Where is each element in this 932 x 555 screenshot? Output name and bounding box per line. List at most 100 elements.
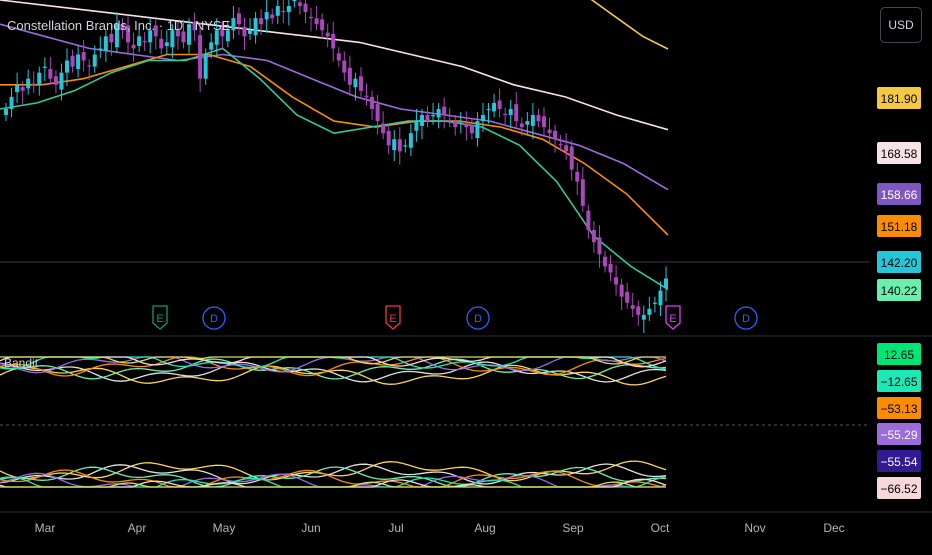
- candle-body: [76, 54, 81, 70]
- candle: [342, 51, 347, 82]
- currency-button[interactable]: USD: [880, 7, 922, 43]
- candle: [453, 115, 458, 136]
- candle: [231, 6, 236, 39]
- candle-body: [547, 129, 552, 134]
- indicator-label-bg: [877, 370, 921, 392]
- candle-body: [181, 31, 186, 43]
- indicator-value-label: −12.65: [877, 370, 921, 392]
- earnings-marker-shape: [665, 305, 681, 330]
- candle-body: [519, 123, 524, 128]
- candle-body: [647, 308, 652, 315]
- candle-body: [525, 121, 530, 125]
- candle-body: [270, 14, 275, 19]
- candle-body: [608, 263, 613, 273]
- candle: [364, 83, 369, 106]
- candle: [564, 133, 569, 160]
- candle: [153, 19, 158, 50]
- price-label-bg: [877, 87, 921, 109]
- indicator-label-text: −53.13: [880, 402, 917, 416]
- candle-body: [220, 27, 225, 37]
- candle-body: [253, 18, 258, 36]
- candle: [236, 7, 241, 36]
- candle-body: [209, 42, 214, 50]
- candle-body: [137, 36, 142, 47]
- candle: [641, 305, 646, 333]
- candle: [658, 281, 663, 317]
- candle: [492, 93, 497, 118]
- candle: [248, 18, 253, 40]
- candle-body: [159, 38, 164, 49]
- candle: [591, 220, 596, 254]
- candle: [203, 48, 208, 85]
- candle-body: [92, 54, 97, 67]
- candle: [181, 19, 186, 49]
- x-tick-label: May: [213, 521, 236, 535]
- indicator-label-text: −66.52: [880, 482, 917, 496]
- candle: [209, 33, 214, 59]
- candle-body: [364, 95, 369, 97]
- candle-body: [236, 13, 241, 25]
- candle-body: [536, 115, 541, 122]
- bandit-lower-line: [0, 463, 667, 485]
- candle: [336, 47, 341, 67]
- candle-body: [397, 139, 402, 152]
- candle-body: [281, 10, 286, 13]
- candle: [9, 87, 14, 118]
- candle-body: [103, 36, 108, 51]
- candle: [15, 72, 20, 103]
- price-label-bg: [877, 183, 921, 205]
- candle: [392, 130, 397, 162]
- candle: [558, 135, 563, 152]
- x-tick-label: Jun: [301, 521, 320, 535]
- candle-body: [248, 30, 253, 34]
- candle: [92, 45, 97, 73]
- candle: [608, 254, 613, 281]
- candle: [381, 111, 386, 140]
- candle: [297, 0, 302, 15]
- candle-body: [541, 116, 546, 128]
- candle-body: [602, 256, 607, 267]
- earnings-icon: E: [152, 305, 168, 330]
- indicator-label-text: −55.29: [880, 428, 917, 442]
- candle: [397, 127, 402, 165]
- candle-body: [486, 108, 491, 111]
- candle: [630, 293, 635, 318]
- candle-body: [392, 139, 397, 151]
- candle-body: [37, 72, 42, 85]
- candle: [636, 300, 641, 326]
- candle: [70, 49, 75, 73]
- candle-body: [591, 230, 596, 243]
- bandit-upper-line: [0, 356, 666, 365]
- candle: [81, 39, 86, 72]
- candle: [26, 69, 31, 95]
- earnings-marker-shape: [385, 305, 401, 330]
- candle-body: [264, 12, 269, 20]
- candle: [553, 124, 558, 153]
- candle: [98, 36, 103, 59]
- candle-body: [303, 3, 308, 13]
- event-marker-letter: E: [669, 313, 676, 325]
- candle-body: [625, 291, 630, 303]
- candle: [4, 102, 8, 122]
- candle: [419, 108, 424, 140]
- candle-body: [458, 121, 463, 123]
- candle-body: [131, 44, 136, 49]
- candle: [126, 16, 131, 54]
- candle-body: [425, 115, 430, 122]
- candle: [264, 0, 269, 33]
- candle: [225, 21, 230, 48]
- candle: [303, 0, 308, 24]
- candle: [408, 124, 413, 157]
- candle-body: [414, 121, 419, 131]
- indicator-value-label: −66.52: [877, 477, 921, 499]
- chart-title: Constellation Brands, Inc. · 1D · NYSE: [7, 18, 231, 33]
- candle: [131, 32, 136, 62]
- indicator-value-label: −55.29: [877, 423, 921, 445]
- candle-body: [375, 104, 380, 122]
- candle-body: [553, 130, 558, 140]
- candle: [170, 24, 175, 59]
- candle: [425, 105, 430, 128]
- candle-body: [475, 121, 480, 139]
